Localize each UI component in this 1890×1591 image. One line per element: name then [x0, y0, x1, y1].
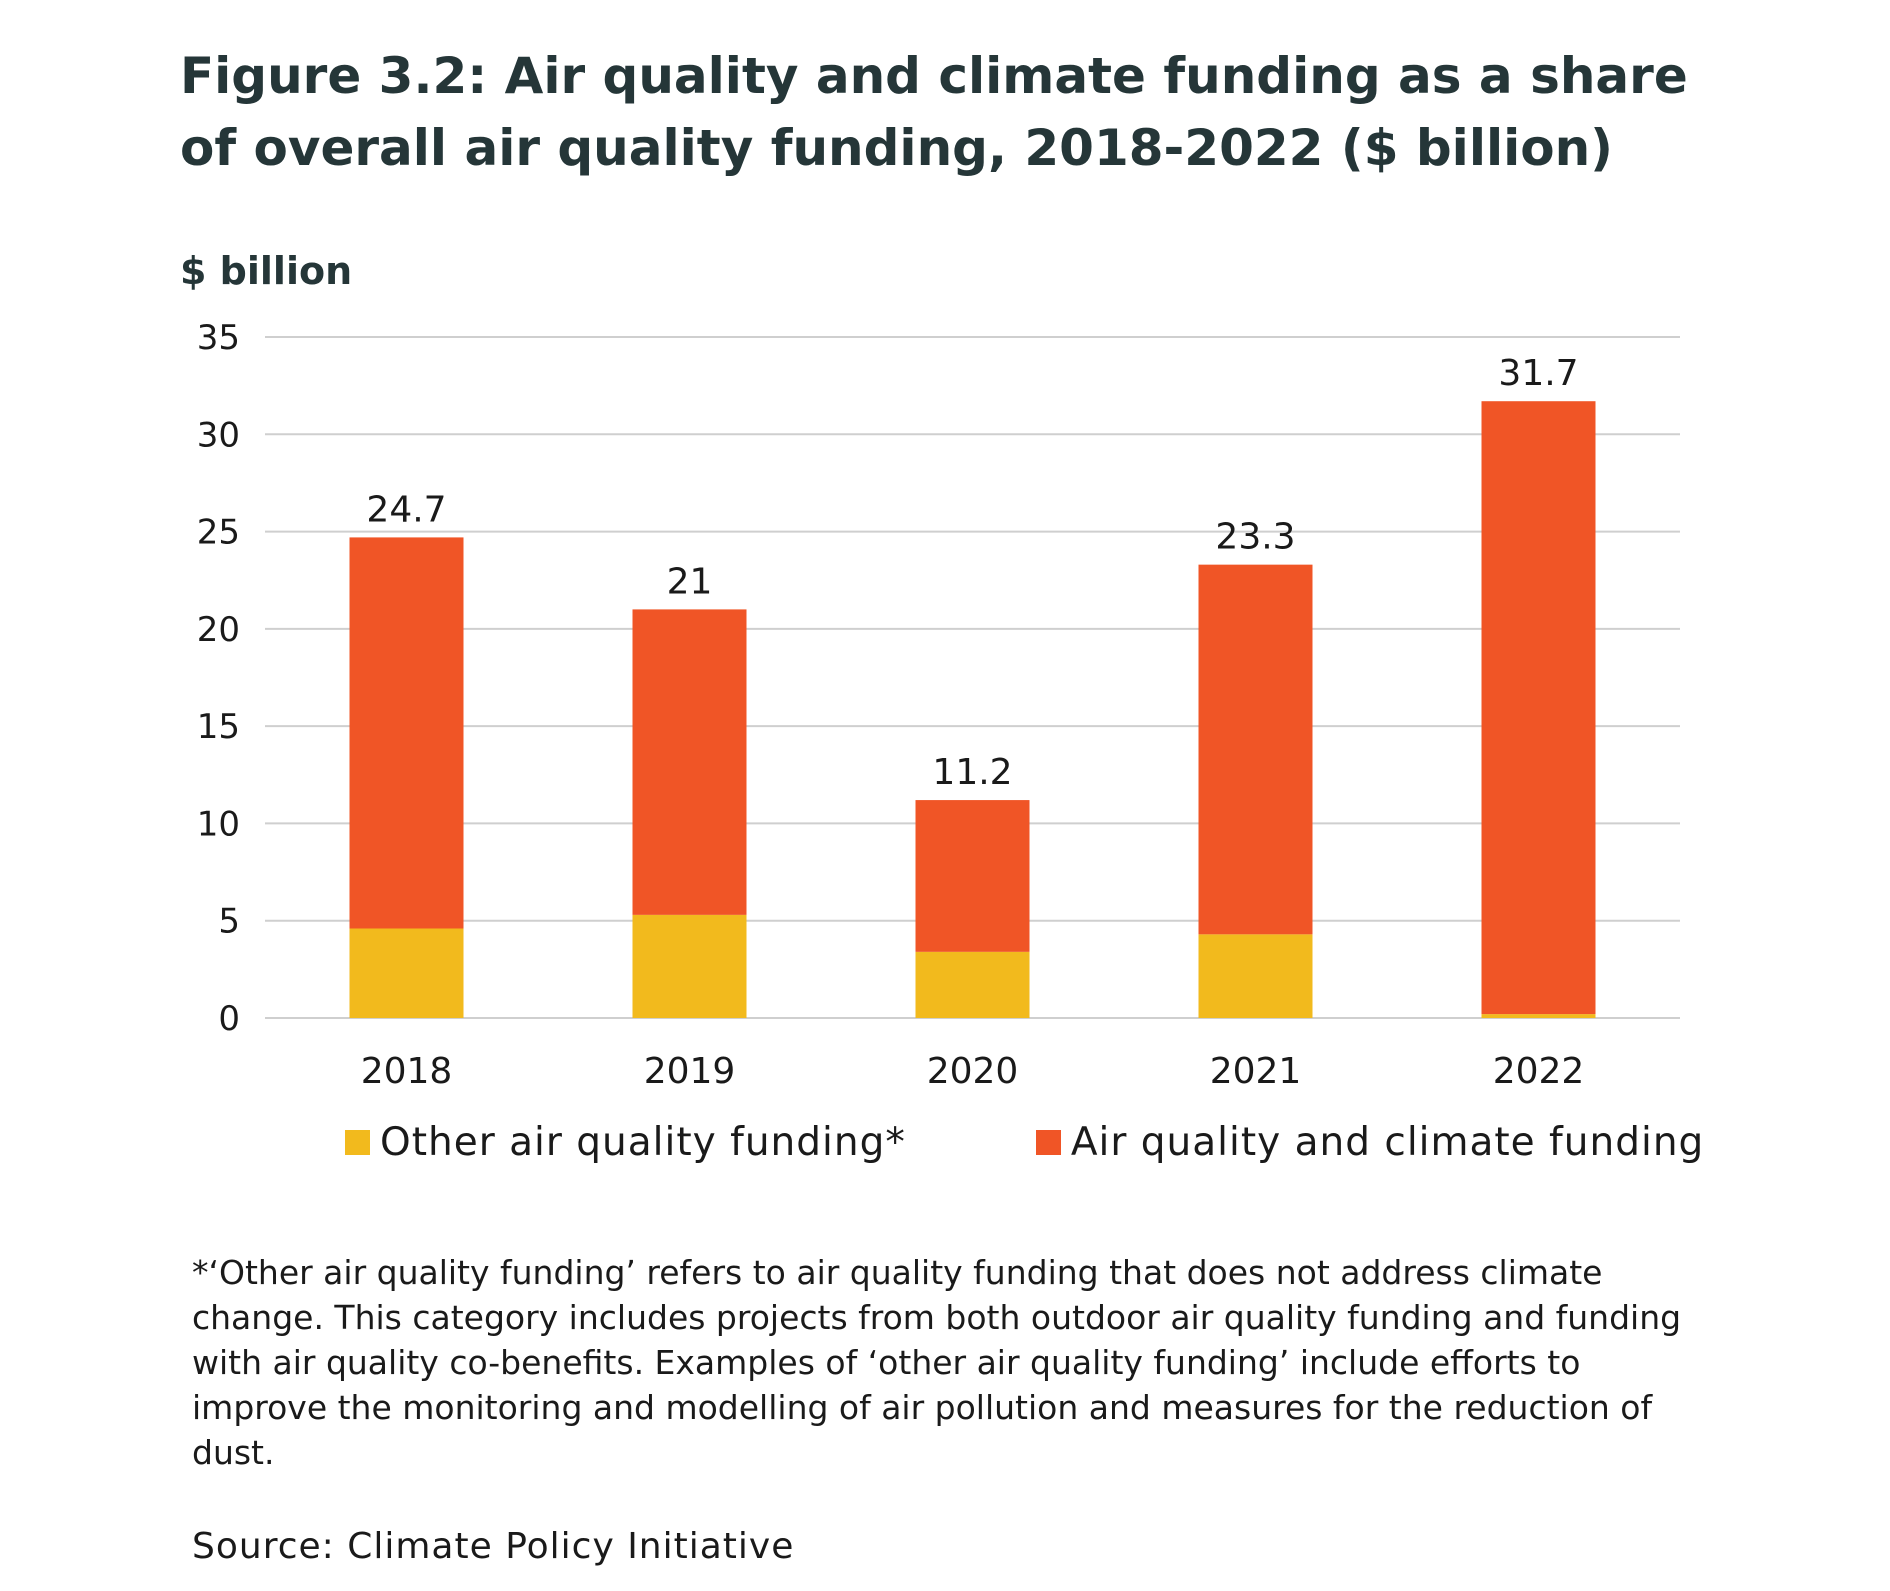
y-tick-label: 0: [218, 999, 240, 1039]
bars: [349, 401, 1596, 1018]
legend-item-climate: Air quality and climate funding: [1035, 1120, 1705, 1165]
legend-swatch-climate: [1035, 1130, 1061, 1155]
legend: Other air quality funding* Air quality a…: [345, 1120, 1704, 1165]
y-tick-label: 20: [197, 610, 240, 650]
source-note: Source: Climate Policy Initiative: [192, 1526, 795, 1567]
bar-total-label: 11.2: [932, 752, 1012, 793]
chart-title: Figure 3.2: Air quality and climate fund…: [180, 47, 1688, 177]
bar-total-label: 21: [667, 561, 713, 602]
y-tick-label: 5: [218, 902, 240, 942]
bar-total-label: 24.7: [366, 489, 446, 530]
bar-other-air-quality: [1481, 1014, 1596, 1018]
bar-other-air-quality: [1198, 934, 1313, 1018]
bar-other-air-quality: [349, 928, 464, 1018]
bar-other-air-quality: [915, 951, 1030, 1018]
y-tick-label: 15: [197, 707, 240, 747]
x-tick-label: 2022: [1493, 1051, 1585, 1092]
footnote: *‘Other air quality funding’ refers to a…: [192, 1253, 1682, 1472]
bar-air-quality-climate: [632, 609, 747, 915]
bar-other-air-quality: [632, 914, 747, 1018]
legend-label-climate: Air quality and climate funding: [1070, 1120, 1705, 1165]
x-tick-label: 2019: [644, 1051, 736, 1092]
y-tick-label: 25: [197, 513, 240, 553]
y-axis-ticks: 0 5 10 15 20 25 30 35: [197, 318, 240, 1039]
y-axis-label: $ billion: [180, 249, 352, 293]
data-labels: 24.7 21 11.2 23.3 31.7: [366, 353, 1578, 793]
bar-total-label: 31.7: [1498, 353, 1578, 394]
legend-swatch-other: [345, 1130, 370, 1155]
x-tick-label: 2018: [361, 1051, 453, 1092]
y-tick-label: 10: [197, 804, 240, 844]
y-tick-label: 30: [197, 415, 240, 455]
y-tick-label: 35: [197, 318, 240, 358]
bar-chart: $ billion 0 5 10 15 20 25 30 35 24.7 21 11.2 23.3 3…: [180, 249, 1680, 1092]
legend-label-other: Other air quality funding*: [380, 1120, 906, 1165]
bar-air-quality-climate: [1481, 401, 1596, 1015]
bar-air-quality-climate: [1198, 564, 1313, 935]
x-tick-label: 2021: [1210, 1051, 1302, 1092]
x-axis-ticks: 2018 2019 2020 2021 2022: [361, 1051, 1585, 1092]
legend-item-other: Other air quality funding*: [345, 1120, 906, 1165]
bar-air-quality-climate: [349, 537, 464, 929]
bar-total-label: 23.3: [1215, 517, 1295, 558]
x-tick-label: 2020: [927, 1051, 1019, 1092]
bar-air-quality-climate: [915, 800, 1030, 952]
